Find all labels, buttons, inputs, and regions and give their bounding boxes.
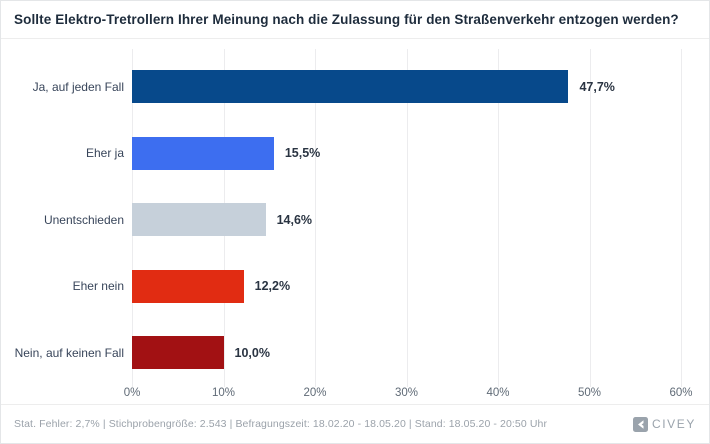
- bar-row: Ja, auf jeden Fall 47,7%: [1, 70, 699, 103]
- bar: [132, 203, 266, 236]
- x-axis-tick-label: 10%: [211, 387, 236, 399]
- category-label: Eher nein: [72, 279, 124, 293]
- gridline: [681, 49, 682, 387]
- bar: [132, 269, 244, 303]
- chart-title: Sollte Elektro-Tretrollern Ihrer Meinung…: [14, 12, 679, 27]
- value-label: 12,2%: [254, 279, 291, 293]
- chart-footer: Stat. Fehler: 2,7% | Stichprobengröße: 2…: [1, 404, 709, 443]
- value-label: 15,5%: [284, 146, 321, 160]
- bar-chart: 0% 10% 20% 30% 40% 50% 60% Ja, auf jeden Fall 47…: [1, 40, 709, 405]
- x-axis-tick-label: 40%: [486, 387, 510, 399]
- category-label: Eher ja: [85, 146, 124, 160]
- bar: [132, 336, 224, 369]
- category-label: Nein, auf keinen Fall: [14, 345, 124, 360]
- bar-row: Unentschieden 14,6%: [1, 203, 699, 236]
- category-label: Ja, auf jeden Fall: [32, 79, 124, 94]
- bar: [132, 70, 569, 103]
- civey-brand: CIVEY: [632, 416, 696, 432]
- x-axis-tick-label: 20%: [303, 387, 327, 399]
- gridline: [498, 49, 499, 387]
- value-label: 47,7%: [579, 79, 615, 94]
- x-axis-tick-label: 30%: [394, 387, 419, 399]
- bar-row: Nein, auf keinen Fall 10,0%: [1, 336, 699, 369]
- gridline: [315, 49, 316, 387]
- civey-brand-name: CIVEY: [651, 417, 696, 431]
- bar: [132, 136, 274, 170]
- civey-logo-icon: [632, 416, 648, 432]
- x-axis-tick-label: 50%: [577, 387, 602, 399]
- value-label: 10,0%: [234, 345, 270, 360]
- footer-stats: Stat. Fehler: 2,7% | Stichprobengröße: 2…: [14, 418, 548, 430]
- x-axis-tick-label: 60%: [669, 387, 693, 399]
- bar-row: Eher nein 12,2%: [1, 269, 699, 303]
- gridline: [589, 49, 591, 387]
- chart-header: Sollte Elektro-Tretrollern Ihrer Meinung…: [1, 1, 709, 39]
- x-axis-tick-label: 0%: [123, 387, 141, 399]
- category-label: Unentschieden: [43, 212, 124, 227]
- bar-row: Eher ja 15,5%: [1, 136, 699, 170]
- gridline: [406, 49, 408, 387]
- value-label: 14,6%: [276, 212, 313, 227]
